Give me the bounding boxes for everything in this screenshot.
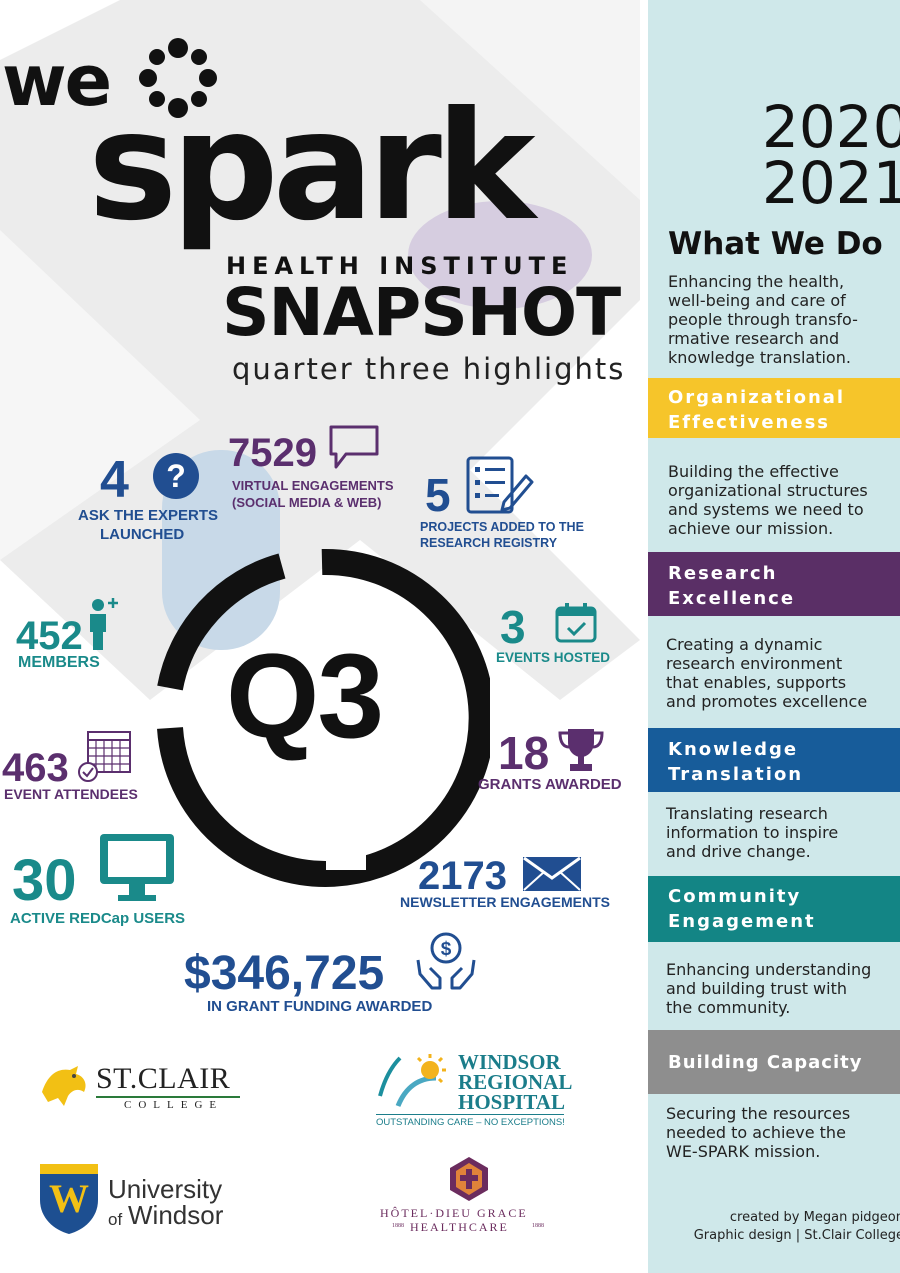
svg-text:?: ?	[166, 458, 186, 494]
newsletter-value: 2173	[418, 854, 507, 898]
band-title: Knowledge Translation	[668, 739, 804, 785]
redcap-value: 30	[12, 848, 77, 913]
wrh-sun-icon	[378, 1054, 446, 1108]
wrh-rule	[376, 1114, 564, 1115]
funding-value: $346,725	[184, 947, 385, 1000]
st-clair-rule	[96, 1096, 240, 1098]
logo-we: we	[2, 40, 112, 122]
calendar-check-icon	[555, 603, 597, 643]
events-hosted-label: EVENTS HOSTED	[496, 650, 611, 665]
attendees-label: EVENT ATTENDEES	[4, 786, 138, 802]
band-title: Research Excellence	[668, 563, 796, 609]
monitor-icon	[100, 834, 174, 901]
wrh-line-2: REGIONAL	[458, 1070, 573, 1094]
st-clair-name: ST.CLAIR	[96, 1062, 231, 1095]
grants-label: GRANTS AWARDED	[478, 776, 622, 793]
members-label: MEMBERS	[18, 654, 100, 671]
uwindsor-university: University	[108, 1174, 223, 1204]
attendees-value: 463	[2, 746, 69, 790]
speech-bubble-icon	[329, 425, 379, 469]
credit-line-1: created by Megan pidgeon	[729, 1210, 900, 1225]
newsletter-label: NEWSLETTER ENGAGEMENTS	[400, 894, 611, 910]
spark-asterisk-icon	[139, 38, 217, 118]
band-title: Organizational Effectiveness	[668, 387, 846, 433]
section-text: Building the effective organizational st…	[668, 462, 868, 538]
st-clair-griffin-icon	[42, 1066, 86, 1106]
trophy-icon	[558, 729, 604, 771]
hdg-line-2: HEALTHCARE	[410, 1220, 509, 1234]
hdg-emblem-icon	[450, 1157, 488, 1201]
what-we-do-heading: What We Do	[668, 226, 883, 262]
uwindsor-of: of	[108, 1210, 123, 1229]
projects-value: 5	[425, 469, 451, 521]
person-plus-icon	[90, 598, 118, 650]
section-text: Translating research information to insp…	[666, 804, 839, 861]
snapshot-title: SNAPSHOT	[222, 274, 621, 351]
ask-experts-label-2: LAUNCHED	[100, 526, 185, 543]
hands-dollar-icon: $	[416, 932, 476, 990]
logo-spark: spark	[88, 80, 536, 254]
ask-experts-label-1: ASK THE EXPERTS	[78, 507, 219, 524]
wrh-line-3: HOSPITAL	[458, 1090, 565, 1114]
year-2021: 2021	[762, 149, 900, 217]
hdg-year-left: 1888	[392, 1223, 404, 1229]
band-community-engagement: Community Engagement	[648, 876, 900, 942]
virtual-label-1: VIRTUAL ENGAGEMENTS	[232, 478, 394, 493]
wrh-tagline: OUTSTANDING CARE – NO EXCEPTIONS!	[376, 1117, 565, 1128]
band-organizational-effectiveness: Organizational Effectiveness	[648, 378, 900, 438]
funding-label: IN GRANT FUNDING AWARDED	[207, 998, 433, 1015]
hdg-year-right: 1888	[532, 1223, 544, 1229]
virtual-value: 7529	[228, 431, 317, 475]
section-text: Enhancing understanding and building tru…	[666, 960, 872, 1017]
section-text: Securing the resources needed to achieve…	[666, 1104, 851, 1161]
checklist-icon	[466, 456, 534, 514]
band-title: Community Engagement	[668, 886, 816, 932]
svg-text:W: W	[49, 1176, 89, 1221]
year-2020: 2020	[762, 93, 900, 161]
ask-experts-value: 4	[100, 451, 129, 509]
q3-label: Q3	[226, 629, 384, 763]
band-research-excellence: Research Excellence	[648, 552, 900, 616]
virtual-label-2: (SOCIAL MEDIA & WEB)	[232, 495, 382, 510]
redcap-label: ACTIVE REDCap USERS	[10, 910, 186, 927]
projects-label-2: RESEARCH REGISTRY	[420, 536, 558, 550]
background-decoration	[0, 0, 640, 700]
calendar-grid-icon	[78, 731, 131, 782]
band-title: Building Capacity	[668, 1052, 863, 1073]
right-panel: 2020 2021 What We Do Enhancing the healt…	[648, 0, 900, 1273]
section-text: Creating a dynamic research environment …	[666, 635, 868, 711]
uwindsor-shield-icon: W	[40, 1164, 98, 1234]
uwindsor-windsor: Windsor	[128, 1200, 224, 1230]
q3-ring	[157, 548, 490, 887]
projects-label-1: PROJECTS ADDED TO THE	[420, 520, 584, 534]
svg-text:$: $	[441, 939, 452, 960]
band-knowledge-translation: Knowledge Translation	[648, 728, 900, 792]
question-mark-icon: ?	[153, 453, 199, 499]
grants-value: 18	[498, 727, 550, 779]
envelope-icon	[523, 856, 581, 891]
events-hosted-value: 3	[500, 601, 526, 653]
credit-line-2: Graphic design | St.Clair College	[693, 1228, 900, 1243]
st-clair-college: COLLEGE	[124, 1099, 224, 1111]
wrh-line-1: WINDSOR	[458, 1050, 561, 1074]
health-institute-label: HEALTH INSTITUTE	[226, 252, 574, 280]
intro-text: Enhancing the health, well-being and car…	[668, 272, 858, 367]
hdg-line-1: HÔTEL·DIEU GRACE	[380, 1206, 528, 1220]
band-building-capacity: Building Capacity	[648, 1030, 900, 1094]
members-value: 452	[16, 614, 83, 658]
subtitle: quarter three highlights	[232, 352, 626, 386]
